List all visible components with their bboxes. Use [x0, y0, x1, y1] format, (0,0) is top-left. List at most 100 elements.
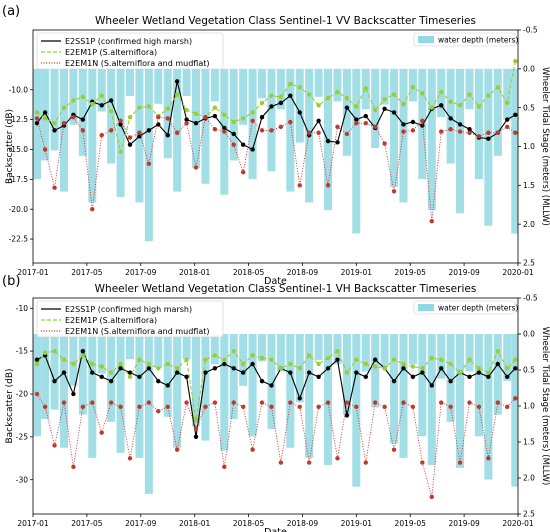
water-depth-bar	[258, 334, 267, 362]
series-1-point	[231, 131, 236, 137]
series-1-point	[80, 117, 86, 122]
series-1-point	[363, 113, 368, 119]
chart-title: Wheeler Wetland Vegetation Class Sentine…	[95, 283, 477, 295]
series-3-point	[34, 116, 40, 121]
series-2-point	[42, 116, 48, 121]
series-2-point	[146, 104, 152, 109]
water-depth-bar	[182, 334, 191, 360]
water-depth-bar	[125, 68, 135, 97]
water-depth-bar	[88, 68, 97, 203]
series-3-point	[420, 118, 425, 124]
series-3-point	[34, 391, 40, 397]
series-3-point	[203, 404, 208, 410]
series-2-point	[372, 107, 378, 113]
water-depth-bar	[484, 334, 493, 480]
water-depth-bar	[511, 334, 518, 487]
series-1-point	[401, 366, 406, 371]
water-depth-bar	[493, 334, 502, 415]
y2-tick-label: 2.5	[523, 510, 535, 519]
series-2-point	[486, 370, 491, 375]
water-depth-bar	[154, 334, 163, 367]
series-2-point	[108, 109, 114, 114]
series-1-point	[240, 142, 246, 147]
series-2-point	[344, 370, 350, 375]
water-depth-bar	[371, 334, 380, 408]
series-1-point	[108, 98, 114, 103]
water-depth-bar	[210, 334, 219, 365]
series-3-point	[513, 130, 518, 135]
series-1-point	[118, 366, 123, 371]
water-depth-bar	[437, 334, 446, 379]
series-3-point	[156, 115, 161, 120]
series-2-point	[137, 105, 142, 110]
series-1-point	[231, 366, 236, 371]
water-depth-bar	[380, 68, 389, 105]
series-2-point	[476, 366, 482, 371]
series-3-point	[325, 400, 331, 405]
series-3-point	[52, 443, 57, 448]
water-depth-bar	[295, 68, 304, 143]
series-3-point	[203, 115, 208, 120]
water-depth-bar	[493, 68, 502, 156]
series-2-point	[382, 97, 387, 102]
x-tick-label: 2019-01	[341, 519, 373, 528]
series-2-point	[457, 370, 463, 375]
series-3-point	[90, 400, 95, 405]
y2-tick-label: 1.0	[523, 142, 535, 151]
series-1-point	[344, 105, 350, 110]
series-1-point	[193, 121, 199, 126]
y-tick-label: -10.0	[9, 85, 29, 94]
series-3-point	[269, 128, 274, 133]
series-1-point	[42, 110, 48, 115]
series-3-point	[297, 183, 302, 188]
series-2-point	[71, 361, 76, 367]
series-2-point	[297, 85, 302, 90]
series-3-point	[146, 400, 152, 405]
series-3-point	[448, 126, 453, 132]
series-1-point	[391, 110, 397, 115]
water-depth-bar	[144, 334, 153, 494]
series-2-point	[448, 361, 453, 367]
water-depth-bar	[408, 68, 417, 102]
water-depth-bar	[465, 68, 474, 110]
series-1-point	[297, 110, 302, 115]
series-2-point	[240, 361, 246, 367]
series-2-point	[467, 92, 472, 97]
x-tick-label: 2020-01	[502, 268, 534, 277]
series-1-point	[476, 370, 482, 375]
water-depth-bar	[503, 334, 512, 381]
series-2-point	[165, 361, 170, 367]
series-1-point	[127, 370, 133, 375]
water-depth-bar	[210, 68, 219, 102]
series-2-point	[165, 106, 170, 112]
series-1-point	[222, 125, 227, 131]
water-depth-bar	[33, 334, 42, 437]
series-3-point	[306, 130, 312, 135]
series-2-point	[288, 81, 293, 86]
series-2-point	[222, 357, 227, 362]
water-depth-bar	[390, 334, 399, 444]
water-depth-bar	[107, 334, 116, 422]
series-1-point	[382, 106, 387, 112]
bar-legend-swatch	[418, 36, 434, 43]
series-2-point	[354, 357, 359, 362]
series-2-point	[495, 85, 500, 90]
series-2-point	[80, 94, 86, 100]
y2-tick-label: 2.0	[523, 474, 535, 483]
water-depth-bar	[50, 334, 59, 410]
x-tick-label: 2017-05	[71, 268, 103, 277]
series-3-point	[288, 400, 293, 405]
series-3-point	[212, 400, 218, 405]
y2-tick-label: 2.5	[523, 259, 535, 268]
water-depth-bar	[446, 334, 455, 422]
series-2-point	[306, 92, 312, 97]
series-2-point	[90, 361, 95, 367]
series-1-point	[335, 357, 340, 362]
y-tick-label: -10	[16, 304, 28, 313]
water-depth-bar	[352, 68, 361, 234]
series-3-point	[61, 400, 67, 405]
y-tick-label: -12.5	[9, 115, 29, 124]
series-3-point	[146, 161, 152, 167]
water-depth-bar	[399, 68, 408, 203]
series-3-point	[391, 447, 397, 452]
